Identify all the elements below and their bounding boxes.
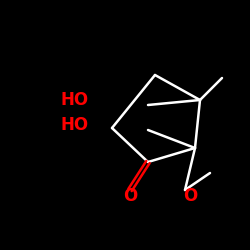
Text: HO: HO — [60, 91, 88, 109]
Text: O: O — [123, 187, 137, 205]
Text: O: O — [183, 187, 197, 205]
Text: HO: HO — [60, 116, 88, 134]
